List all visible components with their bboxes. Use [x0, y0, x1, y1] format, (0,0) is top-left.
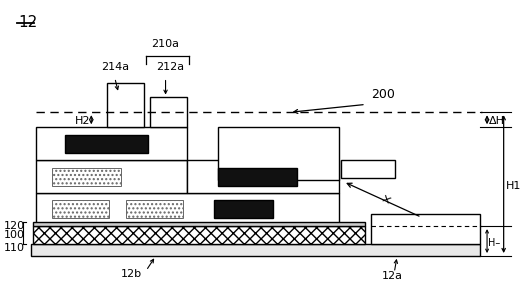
Text: 212a: 212a [156, 62, 184, 72]
Bar [36, 160, 187, 193]
Bar [107, 83, 144, 127]
Text: H–: H– [488, 238, 500, 248]
Bar [36, 127, 187, 160]
Bar [342, 160, 395, 178]
Bar [219, 168, 297, 186]
Bar [32, 226, 365, 244]
Bar [36, 193, 339, 226]
Text: 100: 100 [3, 230, 24, 240]
Text: 12: 12 [18, 15, 37, 30]
Bar [126, 200, 183, 218]
Text: 120: 120 [3, 221, 25, 231]
Bar [52, 168, 121, 186]
Bar [214, 200, 273, 218]
Text: 214a: 214a [101, 62, 129, 72]
Bar [52, 200, 109, 218]
Text: ×: × [378, 192, 393, 209]
Bar [187, 160, 339, 193]
Text: 12b: 12b [121, 269, 142, 279]
Text: 210a: 210a [151, 39, 179, 49]
Text: 12a: 12a [382, 271, 403, 281]
Text: ΔH: ΔH [489, 116, 505, 126]
Bar [65, 135, 148, 153]
Bar [371, 214, 480, 244]
Bar [32, 222, 365, 226]
Text: 110: 110 [3, 243, 24, 253]
Bar [150, 97, 187, 127]
Text: 200: 200 [371, 88, 395, 102]
Text: H1: H1 [506, 181, 521, 191]
Bar [219, 127, 339, 180]
Bar [31, 244, 480, 256]
Text: H2: H2 [75, 116, 90, 126]
